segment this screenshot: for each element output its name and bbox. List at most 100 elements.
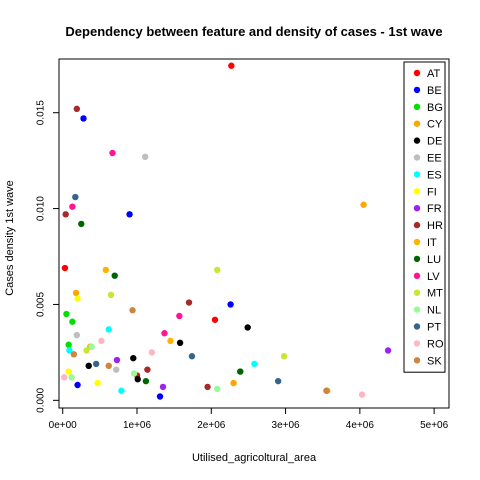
- data-point-ro: [148, 349, 156, 356]
- legend-label-nl: NL: [427, 305, 441, 317]
- legend-label-ro: RO: [427, 338, 444, 350]
- data-point-cy: [72, 289, 80, 297]
- legend-label-lu: LU: [427, 254, 441, 266]
- data-point-pt: [274, 377, 282, 385]
- data-point-mt: [280, 353, 288, 360]
- legend-marker-lu: [413, 255, 421, 263]
- y-tick-label: 0.010: [36, 196, 47, 221]
- data-point-at: [61, 264, 69, 272]
- legend-marker-ro: [413, 340, 421, 347]
- data-point-be: [126, 211, 133, 218]
- data-point-hr: [204, 383, 211, 391]
- data-point-lu: [111, 272, 118, 279]
- legend-label-it: IT: [427, 237, 437, 249]
- data-point-lv: [69, 203, 76, 210]
- legend-marker-it: [413, 238, 421, 246]
- data-point-fr: [113, 356, 121, 364]
- data-point-be: [227, 301, 234, 308]
- legend-marker-mt: [413, 289, 421, 296]
- legend-label-ee: EE: [427, 153, 442, 165]
- data-point-hr: [185, 299, 193, 306]
- x-tick-label: 1e+06: [123, 420, 152, 431]
- data-point-nl: [88, 343, 95, 350]
- legend-marker-lv: [413, 272, 421, 279]
- data-point-it: [167, 337, 174, 345]
- data-point-fi: [94, 379, 101, 387]
- legend-marker-fi: [413, 188, 421, 195]
- legend-marker-hr: [413, 221, 421, 229]
- data-point-ee: [113, 366, 120, 373]
- data-point-de: [85, 362, 92, 370]
- data-point-at: [228, 62, 235, 69]
- data-point-hr: [73, 105, 81, 113]
- y-axis: 0.000 0.005 0.010 0.015: [36, 100, 59, 413]
- data-point-hr: [144, 366, 151, 373]
- data-point-pt: [92, 360, 100, 368]
- data-point-mt: [214, 266, 221, 274]
- data-point-lu: [237, 368, 244, 375]
- y-axis-label: Cases density 1st wave: [4, 180, 16, 296]
- legend-label-pt: PT: [427, 322, 441, 334]
- legend-marker-sk: [413, 357, 421, 364]
- data-point-ee: [141, 153, 149, 160]
- plot-frame: [58, 58, 450, 409]
- data-point-nl: [214, 385, 221, 393]
- legend-label-mt: MT: [427, 288, 443, 300]
- data-point-it: [102, 266, 110, 274]
- legend-label-fr: FR: [427, 203, 442, 215]
- y-tick-label: 0.005: [36, 292, 47, 317]
- legend: AT BE BG CY DE EE ES FI FR HR IT LU LV MT NL PT RO SK: [403, 61, 446, 373]
- data-point-es: [118, 387, 125, 394]
- data-point-de: [130, 354, 137, 362]
- data-point-es: [105, 326, 112, 333]
- data-point-de: [176, 339, 184, 347]
- data-point-mt: [107, 291, 115, 299]
- data-point-lu: [78, 220, 85, 228]
- legend-marker-bg: [413, 103, 421, 111]
- data-points: [60, 62, 392, 400]
- data-point-sk: [105, 362, 112, 370]
- data-point-sk: [323, 387, 330, 394]
- x-tick-label: 5e+06: [420, 420, 449, 431]
- legend-marker-pt: [413, 323, 421, 330]
- data-point-fr: [384, 347, 392, 354]
- data-point-pt: [188, 353, 196, 360]
- data-point-at: [211, 316, 219, 323]
- data-point-be: [74, 381, 81, 389]
- data-point-be: [80, 115, 87, 122]
- data-point-bg: [63, 310, 70, 318]
- chart-title: Dependency between feature and density o…: [65, 24, 442, 39]
- y-tick-label: 0.015: [36, 100, 47, 125]
- data-point-fr: [159, 383, 167, 391]
- legend-marker-ee: [413, 154, 421, 161]
- legend-label-be: BE: [427, 85, 442, 97]
- legend-box: [403, 61, 446, 373]
- data-point-es: [66, 347, 73, 354]
- data-point-lu: [142, 377, 150, 385]
- data-point-nl: [130, 370, 138, 377]
- x-tick-label: 2e+06: [197, 420, 226, 431]
- data-point-bg: [65, 341, 72, 348]
- legend-label-at: AT: [427, 68, 441, 80]
- legend-label-bg: BG: [427, 102, 443, 114]
- data-point-ro: [358, 391, 366, 398]
- data-point-lv: [161, 330, 168, 337]
- data-point-es: [251, 360, 258, 368]
- legend-label-lv: LV: [427, 271, 440, 283]
- data-point-bg: [69, 318, 76, 325]
- data-point-mt: [83, 347, 90, 354]
- legend-marker-cy: [413, 120, 421, 127]
- data-point-be: [156, 393, 164, 400]
- legend-label-es: ES: [427, 169, 442, 181]
- legend-label-fi: FI: [427, 186, 437, 198]
- data-point-fi: [65, 368, 72, 375]
- data-point-fi: [74, 295, 81, 302]
- data-point-lv: [109, 149, 116, 157]
- data-point-lv: [176, 312, 183, 320]
- legend-marker-fr: [413, 205, 421, 212]
- x-tick-label: 3e+06: [272, 420, 301, 431]
- x-tick-label: 0e+00: [49, 420, 78, 431]
- legend-marker-be: [413, 86, 421, 94]
- data-point-de: [134, 376, 141, 383]
